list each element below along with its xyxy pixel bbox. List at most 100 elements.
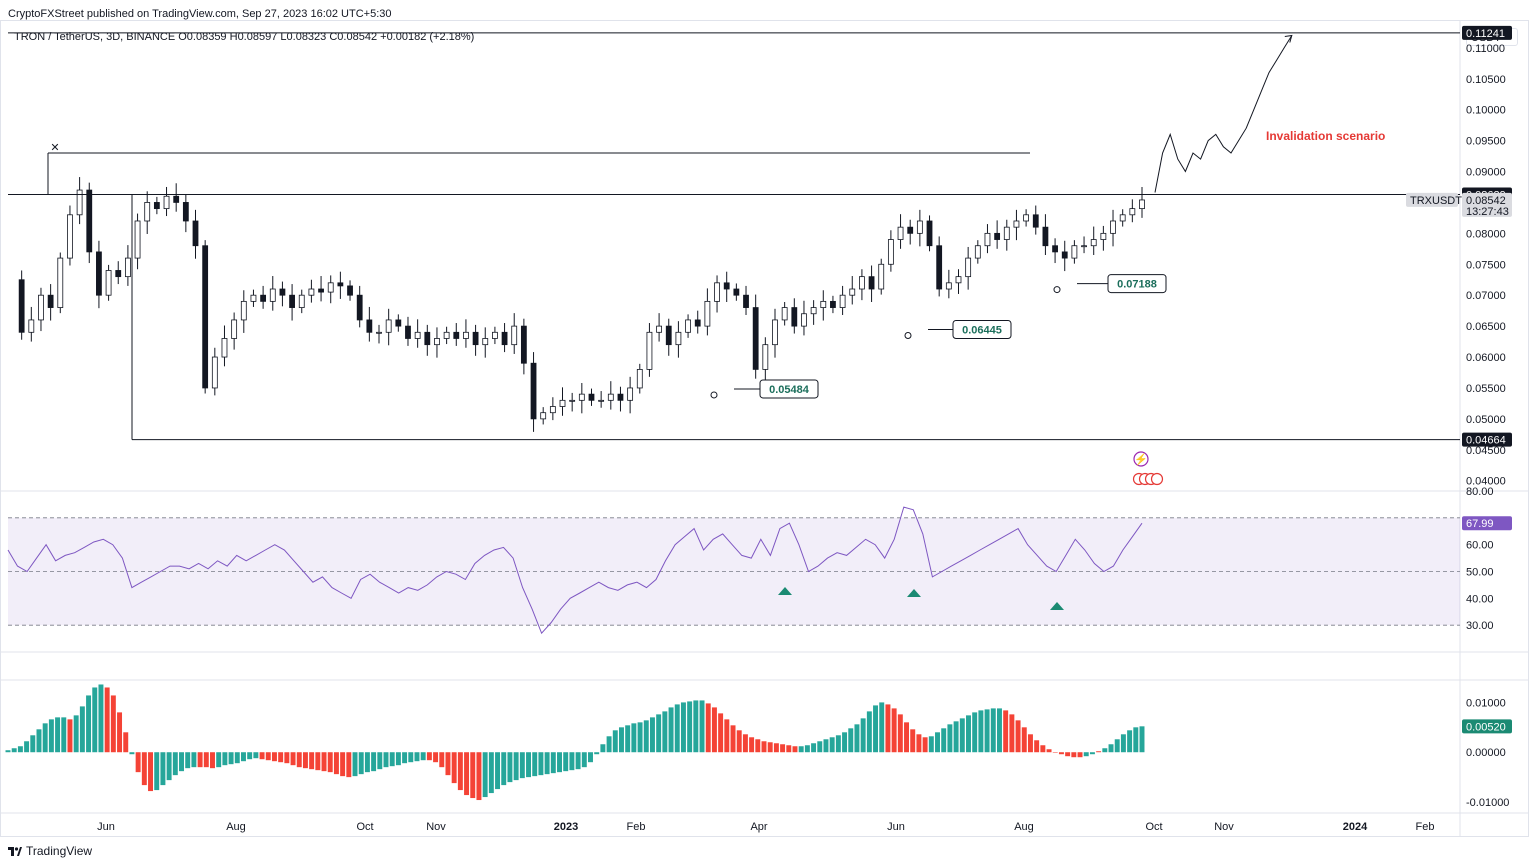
invalidation-label: Invalidation scenario [1266, 129, 1385, 143]
histogram-bar [674, 704, 680, 753]
histogram-bar [835, 735, 841, 753]
histogram-bar [637, 722, 643, 753]
histogram-bar [383, 752, 389, 768]
candle-body [124, 257, 131, 278]
price-axis-tick: 0.05500 [1466, 383, 1506, 395]
histogram-bar [433, 752, 439, 763]
histogram-bar [48, 719, 54, 753]
candle-body [530, 362, 537, 420]
histogram-bar [402, 752, 408, 764]
candle-body [627, 387, 634, 401]
candle-body [424, 331, 431, 346]
candle-body [569, 399, 576, 402]
candle-body [1042, 226, 1049, 247]
histogram-bar [488, 752, 494, 794]
candle-body [463, 331, 469, 339]
histogram-bar [333, 752, 339, 775]
histogram-bar [1052, 752, 1058, 753]
candle-body [472, 331, 479, 346]
candle-body [76, 189, 83, 216]
histogram-bar [860, 718, 866, 753]
histogram-bar [687, 701, 693, 753]
histogram-bar [656, 714, 662, 753]
histogram-bar [649, 717, 655, 753]
chart-frame [0, 20, 1529, 837]
histogram-bar [185, 752, 191, 769]
candle-body [269, 288, 276, 302]
histogram-bar [625, 725, 631, 753]
candle-body [347, 285, 353, 296]
divergence-marker-icon [778, 587, 792, 595]
histogram-bar [631, 723, 637, 753]
histogram-bar [1127, 730, 1133, 753]
histogram-bar [148, 752, 154, 792]
histogram-bar [767, 742, 773, 753]
histogram-bar [823, 739, 829, 753]
histogram-bar [259, 752, 265, 760]
time-axis-tick: Aug [226, 821, 246, 833]
histogram-bar [922, 737, 928, 753]
candle-body [405, 325, 411, 339]
price-axis-tick: 0.10000 [1466, 105, 1506, 117]
histogram-bar [67, 719, 73, 753]
histogram-bar [594, 752, 600, 755]
hist-axis-tick: -0.01000 [1466, 797, 1509, 809]
histogram-bar [581, 752, 587, 768]
histogram-bar [761, 741, 767, 753]
histogram-bar [804, 745, 810, 753]
histogram-bar [501, 752, 507, 786]
histogram-bar [959, 718, 965, 753]
candle-body [994, 232, 1001, 240]
histogram-bar [724, 719, 730, 753]
candle-body [492, 331, 498, 339]
histogram-bar [166, 752, 172, 781]
time-axis-tick: Jun [97, 821, 115, 833]
histogram-bar [1065, 752, 1071, 757]
histogram-bar [86, 695, 92, 753]
lightning-event-icon [1133, 451, 1149, 467]
histogram-bar [73, 715, 79, 753]
histogram-bar [879, 702, 885, 753]
histogram-bar [941, 728, 947, 753]
time-axis-tick: Feb [627, 821, 646, 833]
tradingview-brand[interactable]: TradingView [8, 844, 92, 858]
histogram-bar [290, 752, 296, 766]
time-axis-tick: Oct [356, 821, 373, 833]
rsi-last-label: 67.99 [1466, 518, 1494, 530]
candle-body [453, 331, 460, 339]
candle-body [607, 393, 614, 401]
candle-body [366, 319, 373, 333]
histogram-bar [92, 687, 98, 753]
time-axis-tick: Jun [887, 821, 905, 833]
histogram-bar [792, 746, 798, 753]
histogram-bar [36, 729, 42, 753]
candle-body [1139, 199, 1145, 210]
histogram-bar [1046, 749, 1052, 753]
candle-body [47, 294, 54, 308]
histogram-bar [240, 752, 246, 762]
candle-body [1100, 232, 1107, 240]
candle-body [801, 313, 807, 327]
candle-body [395, 319, 402, 327]
histogram-bar [135, 752, 141, 773]
candle-body [656, 325, 662, 333]
histogram-bar [296, 752, 302, 768]
candle-body [38, 294, 44, 321]
candle-body [18, 279, 25, 333]
histogram-bar [984, 709, 990, 753]
candle-body [337, 282, 344, 287]
candle-body [1129, 208, 1136, 216]
histogram-bar [1040, 745, 1046, 753]
candle-body [1090, 239, 1097, 247]
candle-body [211, 356, 218, 389]
histogram-bar [569, 752, 575, 771]
hist-last-label: 0.00520 [1466, 721, 1506, 733]
candle-body [134, 220, 141, 259]
histogram-bar [253, 752, 259, 759]
histogram-bar [742, 734, 748, 753]
histogram-bar [234, 752, 240, 764]
histogram-bar [1139, 726, 1145, 753]
rsi-axis-tick: 60.00 [1466, 540, 1494, 552]
histogram-bar [222, 752, 228, 766]
